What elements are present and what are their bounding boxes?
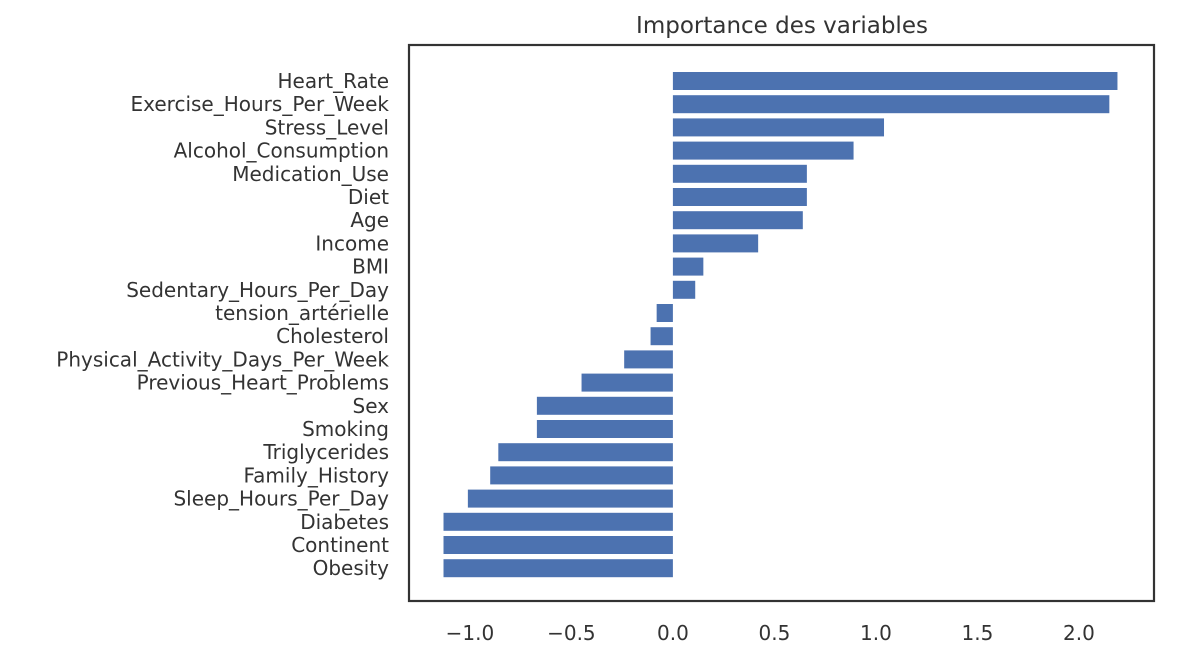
plot-frame [407,43,1156,603]
y-tick-label: Previous_Heart_Problems [137,371,389,395]
x-tick-labels: −1.0 −0.5 0.0 0.5 1.0 1.5 2.0 [446,621,1095,645]
x-tick-label: −1.0 [446,621,495,645]
y-tick-label: Diet [348,185,389,209]
bar-physical-activity-days-per-week [624,350,673,369]
y-tick-label: Physical_Activity_Days_Per_Week [56,347,389,371]
bar-obesity [443,559,673,578]
x-tick-label: 1.5 [961,621,993,645]
bar-continent [443,536,673,554]
bar-stress-level [672,118,885,137]
y-tick-label: Heart_Rate [277,69,389,93]
bars-layer [443,72,1118,578]
y-tick-label: Alcohol_Consumption [174,139,389,163]
bar-exercise-hours-per-week [672,95,1110,114]
bar-tension-art-rielle [656,304,673,322]
x-tick-label: 0.0 [657,621,689,645]
chart-title: Importance des variables [636,13,928,39]
y-tick-labels: Heart_RateExercise_Hours_Per_WeekStress_… [56,69,389,580]
bar-sex [536,396,673,415]
bar-sleep-hours-per-day [467,489,673,508]
y-tick-label: Family_History [243,463,389,487]
y-tick-label: Sedentary_Hours_Per_Day [126,278,389,302]
y-tick-label: Age [350,208,389,232]
bar-smoking [536,420,673,438]
y-tick-label: Continent [291,533,389,557]
bar-income [672,234,759,253]
bar-medication-use [672,164,807,183]
y-tick-label: Sex [353,394,390,418]
bar-diet [672,188,807,206]
y-tick-label: tension_artérielle [215,301,389,325]
bar-sedentary-hours-per-day [672,280,696,299]
x-tick-label: 2.0 [1063,621,1095,645]
y-tick-label: BMI [352,255,389,279]
x-tick-label: −0.5 [547,621,596,645]
y-tick-label: Smoking [302,417,389,441]
bar-previous-heart-problems [581,373,673,392]
y-tick-label: Obesity [313,556,390,580]
y-tick-label: Exercise_Hours_Per_Week [131,92,390,116]
x-tick-label: 0.5 [758,621,790,645]
bar-heart-rate [672,72,1118,90]
y-tick-label: Income [315,231,389,255]
bar-bmi [672,257,704,276]
bar-diabetes [443,512,673,531]
bar-triglycerides [498,443,673,462]
bar-age [672,211,803,230]
bar-cholesterol [650,327,673,346]
x-tick-label: 1.0 [860,621,892,645]
y-tick-label: Diabetes [300,510,389,534]
y-tick-label: Stress_Level [265,115,389,139]
y-tick-label: Cholesterol [276,324,389,348]
y-tick-label: Medication_Use [232,162,389,186]
bar-alcohol-consumption [672,141,854,160]
y-tick-label: Sleep_Hours_Per_Day [173,487,389,511]
y-tick-label: Triglycerides [262,440,389,464]
bar-family-history [490,466,673,485]
